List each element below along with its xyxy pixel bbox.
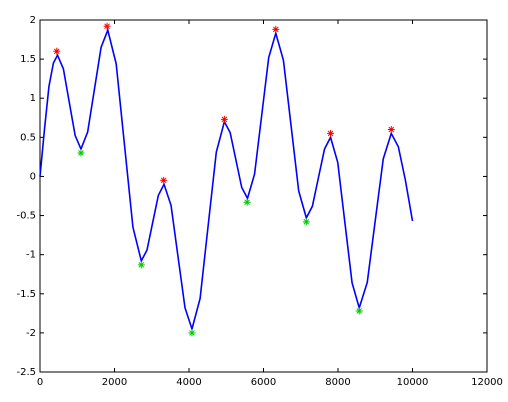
peak-marker bbox=[137, 261, 145, 269]
peak-marker bbox=[220, 115, 228, 123]
y-tick-label: -2.5 bbox=[16, 367, 36, 378]
y-tick-label: 2 bbox=[30, 15, 36, 26]
series-line bbox=[39, 27, 414, 332]
y-tick-label: 1 bbox=[30, 93, 36, 104]
x-tick-label: 6000 bbox=[251, 377, 276, 388]
peak-marker bbox=[327, 129, 335, 137]
peak-marker bbox=[160, 176, 168, 184]
peak-marker bbox=[272, 25, 280, 33]
peak-marker bbox=[355, 307, 363, 315]
x-tick-label: 2000 bbox=[102, 377, 127, 388]
y-tick-label: 1.5 bbox=[20, 54, 36, 65]
peak-marker bbox=[53, 47, 61, 55]
x-tick-label: 4000 bbox=[176, 377, 201, 388]
x-tick-label: 0 bbox=[37, 377, 43, 388]
y-tick-label: 0.5 bbox=[20, 132, 36, 143]
y-tick-label: 0 bbox=[30, 171, 36, 182]
y-tick-label: -2 bbox=[26, 328, 36, 339]
peak-marker bbox=[77, 149, 85, 157]
y-tick-label: -1 bbox=[26, 250, 36, 261]
peak-marker bbox=[188, 329, 196, 337]
y-tick-label: -0.5 bbox=[16, 211, 36, 222]
x-tick-label: 8000 bbox=[325, 377, 350, 388]
peak-marker bbox=[243, 198, 251, 206]
peak-marker bbox=[387, 126, 395, 134]
peak-marker bbox=[302, 218, 310, 226]
peak-marker bbox=[103, 22, 111, 30]
plot-frame bbox=[39, 19, 488, 373]
x-tick-label: 12000 bbox=[471, 377, 503, 388]
x-tick-label: 10000 bbox=[397, 377, 429, 388]
y-tick-label: -1.5 bbox=[16, 289, 36, 300]
